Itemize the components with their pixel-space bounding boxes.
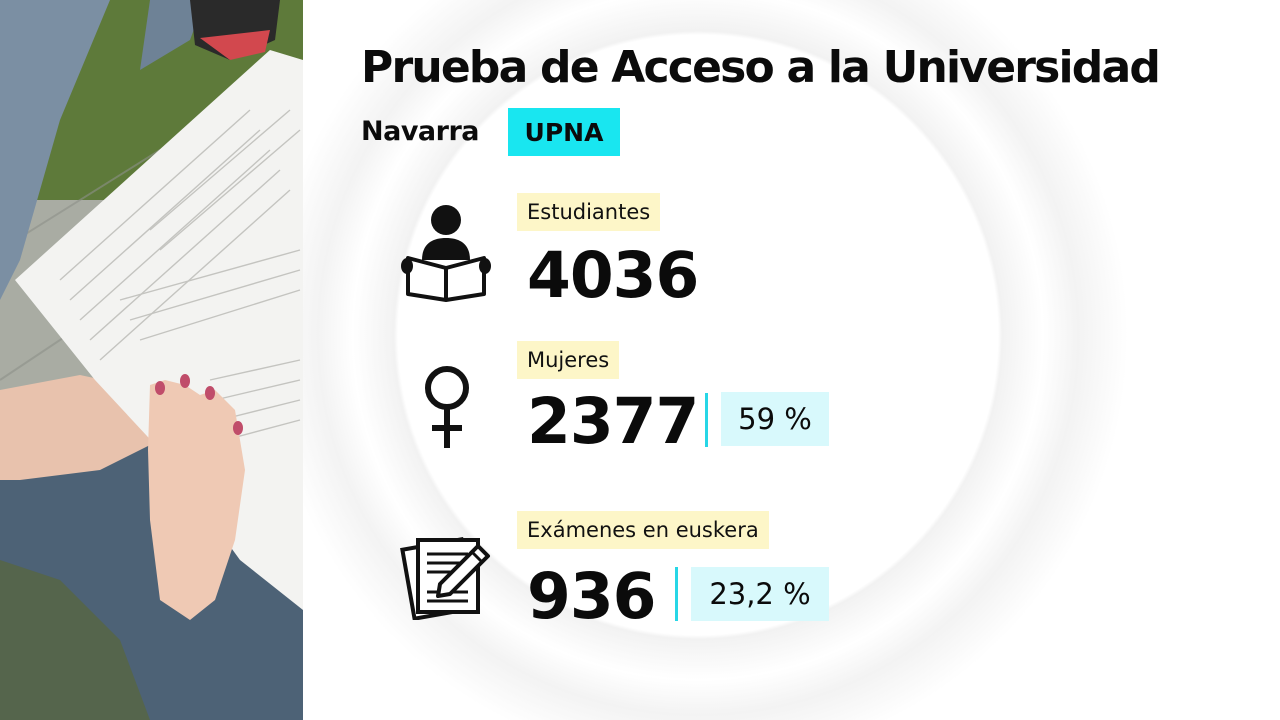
women-value: 2377 (527, 385, 699, 458)
exam-pencil-icon (400, 537, 490, 620)
female-symbol-icon (425, 366, 469, 448)
women-label: Mujeres (517, 341, 620, 379)
euskera-exams-label: Exámenes en euskera (517, 511, 769, 549)
university-badge: UPNA (508, 108, 620, 156)
euskera-exams-value: 936 (527, 560, 657, 633)
student-reading-photo (0, 0, 303, 720)
region-label: Navarra (361, 116, 480, 147)
euskera-divider (675, 567, 678, 621)
student-reading-icon (401, 205, 491, 302)
women-divider (705, 393, 708, 447)
students-label: Estudiantes (517, 193, 661, 231)
students-value: 4036 (527, 239, 699, 312)
page-title: Prueba de Acceso a la Universidad (361, 42, 1161, 93)
euskera-percent-badge: 23,2 % (691, 567, 829, 621)
women-percent-badge: 59 % (721, 392, 829, 446)
